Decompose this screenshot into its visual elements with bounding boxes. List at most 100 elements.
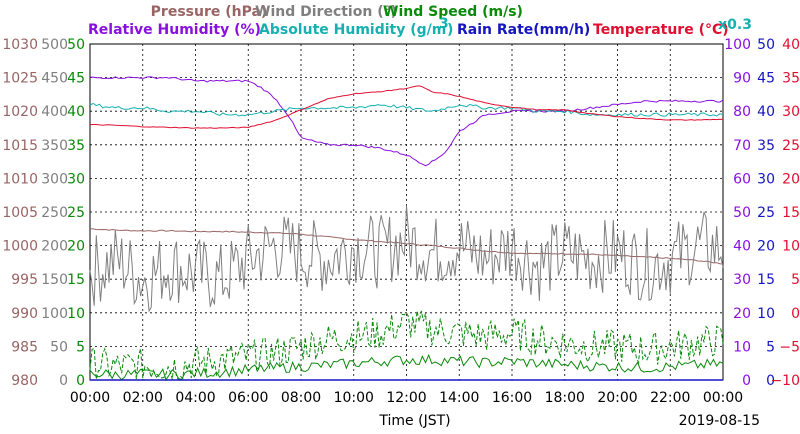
left-tick-label: 100: [41, 306, 68, 322]
right-tick-label: 30: [733, 272, 751, 288]
left-tick-label: 1025: [2, 71, 38, 87]
left-tick-label: 990: [11, 306, 38, 322]
series-line-0: [89, 228, 724, 265]
left-tick-label: 1015: [2, 138, 38, 154]
right-tick-label: 25: [782, 138, 800, 154]
grid-lines: [90, 44, 723, 380]
series-line-5: [89, 102, 724, 117]
x-tick-label: 16:00: [492, 390, 532, 406]
series-lines: [89, 76, 724, 381]
left-tick-label: 25: [67, 205, 85, 221]
right-tick-label: 35: [782, 71, 800, 87]
right-tick-label: 10: [757, 306, 775, 322]
right-tick-label: 70: [733, 138, 751, 154]
right-tick-label: 50: [757, 37, 775, 53]
x-tick-label: 14:00: [439, 390, 479, 406]
left-tick-label: 40: [67, 104, 85, 120]
header-row-1: Pressure (hPa)Wind Direction (°)Wind Spe…: [151, 4, 523, 20]
left-tick-label: 50: [67, 37, 85, 53]
left-tick-label: 1005: [2, 205, 38, 221]
left-tick-label: 995: [11, 272, 38, 288]
x-tick-label: 02:00: [123, 390, 163, 406]
left-tick-label: 1010: [2, 171, 38, 187]
left-tick-label: 1030: [2, 37, 38, 53]
series-line-4: [89, 76, 724, 167]
header-label: 3: [439, 16, 449, 32]
right-tick-label: 20: [733, 306, 751, 322]
right-tick-label: 45: [757, 71, 775, 87]
left-tick-label: 15: [67, 272, 85, 288]
left-tick-label: 980: [11, 373, 38, 389]
left-tick-label: 500: [41, 37, 68, 53]
right-tick-label: 30: [757, 171, 775, 187]
right-tick-label: 15: [757, 272, 775, 288]
left-tick-label: 400: [41, 104, 68, 120]
right-tick-label: 100: [724, 37, 751, 53]
right-tick-label: 80: [733, 104, 751, 120]
left-tick-label: 5: [76, 339, 85, 355]
right-tick-label: 10: [733, 339, 751, 355]
right-tick-label: 35: [757, 138, 775, 154]
left-tick-label: 0: [76, 373, 85, 389]
right-tick-label: 10: [782, 239, 800, 255]
x-tick-label: 12:00: [386, 390, 426, 406]
header-label: Temperature (°C): [593, 22, 729, 38]
right-tick-label: 90: [733, 71, 751, 87]
left-tick-label: 20: [67, 239, 85, 255]
header-label: Wind Direction (°): [255, 4, 397, 20]
header-label: Pressure (hPa): [151, 4, 268, 20]
left-tick-label: 300: [41, 171, 68, 187]
left-tick-label: 150: [41, 272, 68, 288]
left-tick-label: 0: [59, 373, 68, 389]
x-tick-label: 00:00: [703, 390, 743, 406]
right-tick-label: 25: [757, 205, 775, 221]
series-line-1: [89, 205, 724, 313]
x-tick-label: 08:00: [281, 390, 321, 406]
right-tick-label: 60: [733, 171, 751, 187]
x-tick-label: 20:00: [597, 390, 637, 406]
series-line-7: [89, 85, 724, 129]
right-tick-label: 5: [791, 272, 800, 288]
left-tick-label: 350: [41, 138, 68, 154]
header-label: Absolute Humidity (g/m: [259, 22, 446, 38]
header-label: Wind Speed (m/s): [383, 4, 523, 20]
right-tick-label: 0: [742, 373, 751, 389]
right-tick-label: 40: [782, 37, 800, 53]
header-label: x0.3: [718, 17, 752, 33]
left-tick-label: 1000: [2, 239, 38, 255]
header-label: Rain Rate(mm/h): [457, 22, 590, 38]
x-tick-label: 04:00: [175, 390, 215, 406]
x-tick-label: 06:00: [228, 390, 268, 406]
left-tick-label: 35: [67, 138, 85, 154]
x-tick-label: 00:00: [70, 390, 110, 406]
x-axis-date: 2019-08-15: [679, 413, 760, 429]
right-tick-label: 0: [791, 306, 800, 322]
right-tick-label: 0: [766, 373, 775, 389]
header-label: Relative Humidity (%): [88, 22, 261, 38]
x-tick-label: 10:00: [334, 390, 374, 406]
left-axis-ticks: 9809859909951000100510101015102010251030…: [2, 37, 85, 389]
right-tick-label: 15: [782, 205, 800, 221]
x-tick-label: 22:00: [650, 390, 690, 406]
left-tick-label: 30: [67, 171, 85, 187]
left-tick-label: 450: [41, 71, 68, 87]
x-tick-label: 18:00: [545, 390, 585, 406]
left-tick-label: 200: [41, 239, 68, 255]
left-tick-label: 985: [11, 339, 38, 355]
series-line-3: [89, 353, 724, 381]
right-tick-label: 30: [782, 104, 800, 120]
left-tick-label: 50: [50, 339, 68, 355]
left-tick-label: 10: [67, 306, 85, 322]
right-tick-label: 20: [757, 239, 775, 255]
series-line-2: [89, 310, 724, 381]
right-tick-label: −5: [779, 339, 800, 355]
x-axis-ticks: 00:00 02:00 04:00 06:00 08:00 10:00 12:00 14:00…: [70, 390, 743, 406]
right-tick-label: −10: [770, 373, 800, 389]
left-tick-label: 250: [41, 205, 68, 221]
right-tick-label: 20: [782, 171, 800, 187]
header-row-2: Relative Humidity (%)Absolute Humidity (…: [88, 16, 752, 38]
right-tick-label: 5: [766, 339, 775, 355]
right-tick-label: 50: [733, 205, 751, 221]
right-axis-ticks: 0102030405060708090100051015202530354045…: [724, 37, 800, 389]
